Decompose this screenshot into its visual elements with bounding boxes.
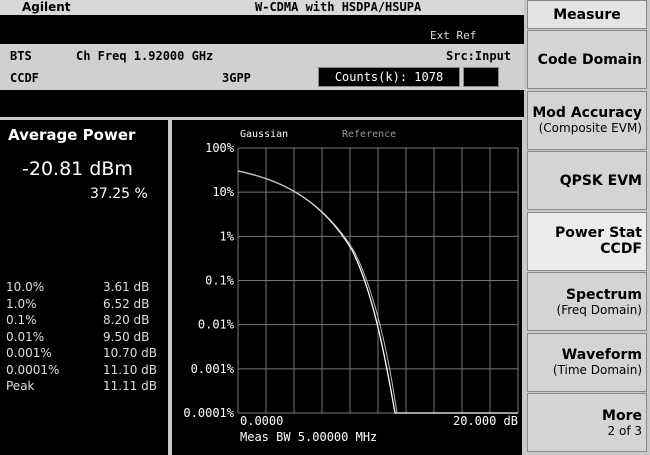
softkey-sub: (Time Domain) xyxy=(552,363,642,377)
y-tick-label: 0.1% xyxy=(205,274,235,288)
ref-bar: Ext Ref xyxy=(0,15,524,44)
legend-gaussian: Gaussian xyxy=(240,129,288,140)
status-text: Ch Freq 1.92000 GHz xyxy=(76,49,214,63)
softkey[interactable]: Waveform (Time Domain) xyxy=(527,332,647,392)
softkey[interactable]: More 2 of 3 xyxy=(527,393,647,452)
softkey[interactable]: Code Domain xyxy=(527,30,647,89)
softkey[interactable]: Spectrum (Freq Domain) xyxy=(527,272,647,331)
bandwidth: Meas BW 5.00000 MHz xyxy=(240,430,377,444)
indicator-box xyxy=(463,67,499,87)
plot-bg xyxy=(172,120,522,455)
message-bar xyxy=(0,90,524,117)
stat-value: 11.11 dB xyxy=(103,379,158,393)
y-tick-label: 0.01% xyxy=(198,318,235,332)
stat-value: 6.52 dB xyxy=(103,296,150,311)
softkey-label: Mod Accuracy xyxy=(532,105,642,121)
y-tick-label: 100% xyxy=(205,141,235,155)
softkey-sub: CCDF xyxy=(600,241,642,257)
stat-level: 0.01% xyxy=(6,329,45,344)
softkey-label: Waveform xyxy=(561,347,642,363)
stat-value: 9.50 dB xyxy=(103,329,150,344)
reference-curve xyxy=(237,170,398,414)
grid xyxy=(237,147,519,414)
ccdf-plot: Gaussian Reference 0.0000 20.000 dB Meas… xyxy=(172,120,522,455)
avg-power: -20.81 dBm xyxy=(22,158,133,180)
stat-value: 10.70 dB xyxy=(103,346,158,360)
y-tick-label: 0.0001% xyxy=(183,406,234,420)
softkey-label: More xyxy=(602,407,642,424)
mode: W-CDMA with HSDPA/HSUPA xyxy=(255,0,422,14)
stat-level: 10.0% xyxy=(6,280,45,294)
title-bar: Agilent W-CDMA with HSDPA/HSUPA xyxy=(0,0,524,15)
results-panel: Average Power -20.81 dBm 37.25 % 10.0% 3.… xyxy=(0,120,168,455)
stat-level: 1.0% xyxy=(6,296,37,311)
avg-percent: 37.25 % xyxy=(90,186,148,202)
status-text: Src:Input xyxy=(446,49,512,63)
status-text: CCDF xyxy=(10,71,39,85)
softkey-sub: 2 of 3 xyxy=(607,423,642,438)
x-end: 20.000 dB xyxy=(453,414,518,428)
status-panel: BTS Ch Freq 1.92000 GHz Src:Input CCDF 3… xyxy=(0,44,524,90)
softkey-sub: (Composite EVM) xyxy=(538,121,642,135)
softkey[interactable]: Power Stat CCDF xyxy=(527,211,647,271)
stat-value: 8.20 dB xyxy=(103,313,150,327)
softkey-label: Spectrum xyxy=(565,286,642,303)
softkey[interactable]: Mod Accuracy (Composite EVM) xyxy=(527,90,647,150)
y-tick-label: 1% xyxy=(220,229,235,243)
results-title: Average Power xyxy=(8,126,136,144)
stat-level: 0.1% xyxy=(6,313,37,327)
softkey-label: Power Stat xyxy=(554,225,642,241)
stat-value: 3.61 dB xyxy=(103,280,150,294)
y-tick-label: 10% xyxy=(212,185,234,199)
stat-value: 11.10 dB xyxy=(103,362,158,377)
y-tick-label: 0.001% xyxy=(191,362,235,376)
legend-reference: Reference xyxy=(342,129,396,140)
softkey-label: QPSK EVM xyxy=(559,172,642,189)
status-text: 3GPP xyxy=(222,71,251,85)
stat-level: 0.0001% xyxy=(6,362,60,377)
menu-title: Measure xyxy=(527,0,647,29)
softkey[interactable]: QPSK EVM xyxy=(527,151,647,210)
softkey-sub: (Freq Domain) xyxy=(556,302,642,317)
softkey-label: Code Domain xyxy=(537,51,642,68)
stat-level: Peak xyxy=(6,379,35,393)
brand: Agilent xyxy=(22,0,71,14)
stat-level: 0.001% xyxy=(6,346,52,360)
counts-box: Counts(k): 1078 xyxy=(318,67,460,87)
ext-ref: Ext Ref xyxy=(430,29,477,42)
x-start: 0.0000 xyxy=(240,414,283,428)
status-text: BTS xyxy=(10,49,32,63)
